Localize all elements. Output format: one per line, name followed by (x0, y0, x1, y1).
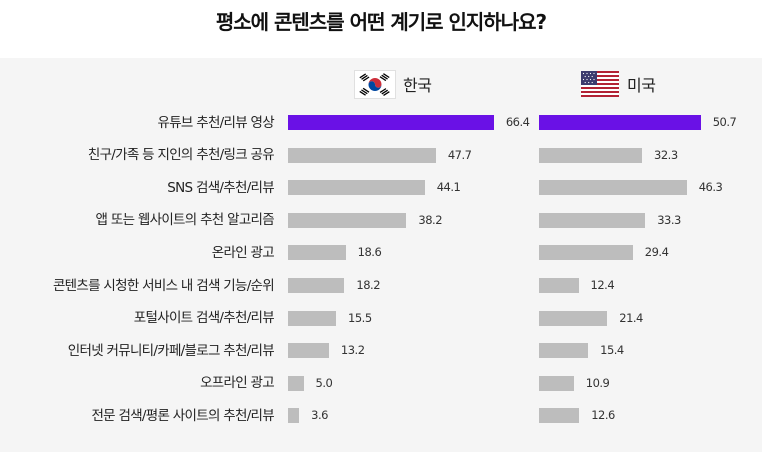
value-label-korea: 15.5 (348, 310, 372, 325)
bar-korea (288, 408, 300, 424)
value-label-usa: 12.4 (590, 278, 615, 292)
country-name-usa: 미국 (627, 76, 656, 95)
category-label: 콘텐츠를 시청한 서비스 내 검색 기능/순위 (52, 277, 275, 294)
category-label: 앱 또는 웹사이트의 추천 알고리즘 (95, 212, 275, 229)
value-label-korea: 13.2 (340, 343, 365, 358)
category-label: 온라인 광고 (211, 244, 275, 261)
bar-korea (288, 115, 494, 130)
value-label-korea: 47.7 (447, 147, 472, 162)
country-header-korea: 한국 (355, 70, 432, 98)
value-label-usa: 29.4 (644, 245, 669, 260)
bar-usa (539, 147, 643, 163)
country-name-korea: 한국 (403, 76, 432, 95)
value-label-usa: 46.3 (698, 180, 723, 195)
category-label: 유튜브 추천/리뷰 영상 (157, 114, 274, 131)
value-label-usa: 21.4 (619, 310, 643, 325)
value-label-korea: 66.4 (505, 115, 530, 129)
value-label-korea: 38.2 (418, 212, 443, 227)
value-label-usa: 32.3 (654, 147, 678, 162)
category-label: 인터넷 커뮤니티/카페/블로그 추천/리뷰 (67, 342, 275, 359)
bar-korea (288, 278, 345, 293)
category-label: SNS 검색/추천/리뷰 (167, 179, 274, 196)
bar-usa (539, 180, 687, 196)
bar-usa (539, 245, 633, 261)
chart-title: 평소에 콘텐츠를 어떤 계기로 인지하나요? (215, 10, 547, 34)
bar-korea (288, 180, 425, 196)
bar-usa (539, 408, 580, 424)
category-label: 오프라인 광고 (200, 375, 275, 392)
bar-korea (288, 212, 407, 228)
bar-korea (288, 147, 436, 163)
bar-usa (539, 212, 646, 228)
category-label: 친구/가족 등 지인의 추천/링크 공유 (87, 147, 275, 164)
value-label-usa: 12.6 (591, 408, 615, 423)
value-label-usa: 50.7 (712, 115, 737, 129)
usa-flag-icon (581, 71, 619, 97)
category-label: 전문 검색/평론 사이트의 추천/리뷰 (91, 407, 274, 424)
bar-korea (288, 245, 346, 261)
bar-usa (539, 375, 574, 391)
bar-korea (288, 375, 304, 391)
country-header-usa: 미국 (581, 70, 656, 98)
bar-usa (539, 343, 589, 359)
value-label-korea: 5.0 (315, 375, 333, 390)
bar-korea (288, 310, 337, 326)
value-label-korea: 18.2 (356, 278, 381, 292)
value-label-korea: 18.6 (357, 245, 382, 260)
value-label-usa: 10.9 (585, 375, 610, 390)
value-label-korea: 3.6 (311, 408, 328, 423)
bar-korea (288, 343, 329, 359)
value-label-korea: 44.1 (436, 180, 461, 195)
bar-usa (539, 278, 579, 293)
category-label: 포털사이트 검색/추천/리뷰 (133, 310, 275, 327)
bar-usa (539, 115, 701, 130)
bar-usa (539, 310, 608, 326)
value-label-usa: 15.4 (600, 343, 624, 358)
value-label-usa: 33.3 (657, 212, 681, 227)
korea-flag-icon (355, 70, 395, 98)
